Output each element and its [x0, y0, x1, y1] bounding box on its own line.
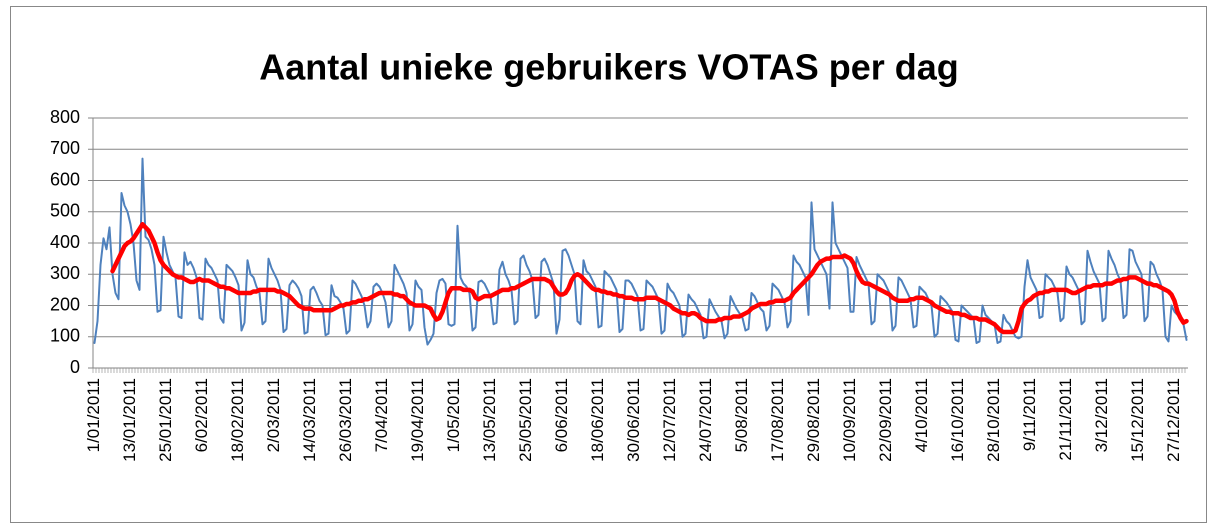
x-tick-label: 3/12/2011: [1092, 378, 1111, 452]
y-tick-label: 0: [70, 357, 80, 377]
x-tick-label: 7/04/2011: [372, 378, 391, 452]
x-tick-label: 19/04/2011: [408, 378, 427, 462]
data-line: [110, 222, 1189, 335]
x-tick-label: 18/06/2011: [588, 378, 607, 462]
x-tick-label: 9/11/2011: [1020, 378, 1039, 451]
x-tick-label: 25/01/2011: [156, 378, 175, 462]
x-tick-label: 10/09/2011: [840, 378, 859, 462]
y-tick-label: 400: [50, 232, 80, 252]
data-line: [93, 157, 1188, 346]
x-tick-label: 28/10/2011: [984, 378, 1003, 462]
x-tick-label: 6/06/2011: [552, 378, 571, 452]
x-tick-label: 24/07/2011: [696, 378, 715, 462]
x-tick-label: 22/09/2011: [876, 378, 895, 462]
x-tick-label: 14/03/2011: [300, 378, 319, 462]
x-tick-label: 30/06/2011: [624, 378, 643, 462]
x-tick-label: 15/12/2011: [1128, 378, 1147, 462]
x-tick-label: 1/01/2011: [84, 378, 103, 452]
y-tick-label: 100: [50, 326, 80, 346]
x-tick-label: 17/08/2011: [768, 378, 787, 462]
chart-title: Aantal unieke gebruikers VOTAS per dag: [259, 47, 959, 88]
y-tick-label: 600: [50, 169, 80, 189]
y-tick-label: 800: [50, 107, 80, 127]
y-tick-label: 200: [50, 294, 80, 314]
x-tick-label: 13/05/2011: [480, 378, 499, 462]
x-tick-label: 1/05/2011: [444, 378, 463, 452]
x-tick-label: 6/02/2011: [192, 378, 211, 452]
y-tick-label: 300: [50, 263, 80, 283]
y-tick-label: 700: [50, 138, 80, 158]
chart-frame: [10, 6, 1207, 523]
x-tick-label: 29/08/2011: [804, 378, 823, 462]
x-tick-label: 12/07/2011: [660, 378, 679, 462]
x-tick-label: 16/10/2011: [948, 378, 967, 462]
x-tick-label: 21/11/2011: [1056, 378, 1075, 461]
x-tick-label: 2/03/2011: [264, 378, 283, 452]
x-tick-label: 18/02/2011: [228, 378, 247, 462]
x-tick-label: 13/01/2011: [120, 378, 139, 462]
x-tick-label: 25/05/2011: [516, 378, 535, 462]
x-tick-label: 5/08/2011: [732, 378, 751, 452]
x-tick-label: 27/12/2011: [1164, 378, 1183, 462]
y-tick-label: 500: [50, 201, 80, 221]
x-tick-label: 4/10/2011: [912, 378, 931, 452]
x-tick-label: 26/03/2011: [336, 378, 355, 462]
